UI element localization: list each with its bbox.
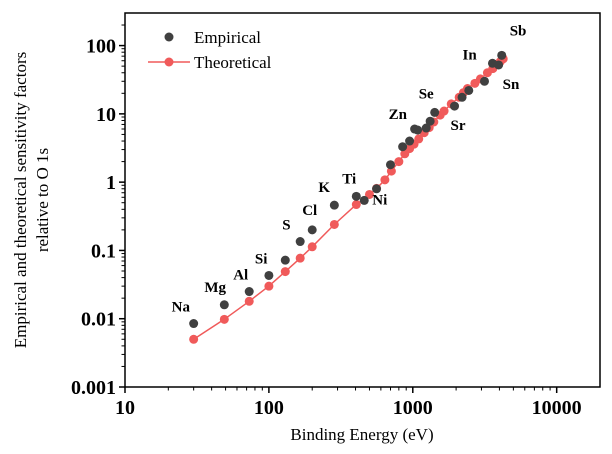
- x-tick-label: 100: [254, 397, 284, 419]
- empirical-point: [372, 184, 382, 194]
- element-label: Cl: [302, 203, 317, 219]
- empirical-point: [405, 136, 415, 146]
- empirical-point: [425, 116, 435, 126]
- y-tick-label: 10: [96, 104, 116, 126]
- empirical-point: [413, 125, 423, 135]
- theoretical-point: [380, 175, 390, 185]
- empirical-point: [359, 195, 369, 205]
- x-tick-label: 10000: [532, 397, 582, 419]
- empirical-point: [497, 50, 507, 60]
- element-label: Al: [233, 268, 248, 284]
- empirical-point: [307, 225, 317, 235]
- empirical-point: [479, 76, 489, 86]
- empirical-point: [421, 123, 431, 133]
- theoretical-point: [189, 334, 199, 344]
- y-tick-label: 0.001: [71, 377, 116, 399]
- theoretical-point: [295, 253, 305, 263]
- empirical-point: [385, 160, 395, 170]
- element-label: Sr: [451, 118, 466, 134]
- theoretical-point: [439, 106, 449, 116]
- element-label: Ti: [342, 171, 356, 187]
- legend: Empirical Theoretical: [148, 28, 272, 72]
- y-tick-label: 0.01: [81, 309, 116, 331]
- element-label: Na: [172, 300, 191, 316]
- empirical-point: [430, 107, 440, 117]
- element-label: Sb: [510, 23, 527, 39]
- empirical-point: [464, 85, 474, 95]
- element-label: In: [462, 47, 477, 63]
- theoretical-point: [351, 200, 361, 210]
- theoretical-point: [329, 219, 339, 229]
- x-tick-label: 10: [115, 397, 135, 419]
- legend-label-theoretical: Theoretical: [194, 53, 272, 72]
- empirical-point: [398, 142, 408, 152]
- empirical-point: [219, 300, 229, 310]
- y-tick-label: 0.1: [91, 240, 116, 262]
- theoretical-point: [244, 296, 254, 306]
- empirical-point: [457, 92, 467, 102]
- theoretical-point: [280, 267, 290, 277]
- theoretical-point: [364, 189, 374, 199]
- legend-marker-empirical: [164, 32, 174, 42]
- x-tick-label: 1000: [393, 397, 433, 419]
- legend-marker-theoretical: [164, 57, 174, 67]
- empirical-point: [280, 255, 290, 265]
- element-label: Ni: [372, 192, 387, 208]
- y-axis-title-line-2: relative to O 1s: [33, 148, 52, 252]
- plot-frame: [124, 12, 601, 388]
- empirical-point: [189, 319, 199, 329]
- y-tick-label: 1: [106, 172, 116, 194]
- y-axis-title-line-1: Empirical and theoretical sensitivity fa…: [11, 52, 30, 348]
- empirical-point: [351, 191, 361, 201]
- ticks-layer: 10 100 1000 10000 0.001 0.01 0.1 1 10 100: [71, 24, 582, 419]
- element-label: Mg: [204, 280, 226, 296]
- empirical-point: [494, 60, 504, 70]
- legend-label-empirical: Empirical: [194, 28, 261, 47]
- empirical-point: [329, 200, 339, 210]
- annotations-layer: Na Mg Al Si S ClK Ti Ni Zn Se Sr In Sb Sn: [172, 23, 527, 315]
- element-label: Se: [419, 86, 434, 102]
- empirical-point: [264, 270, 274, 280]
- element-label: Zn: [389, 107, 408, 123]
- theoretical-point: [307, 242, 317, 252]
- series-layer: [189, 50, 508, 344]
- empirical-point: [295, 237, 305, 247]
- x-axis-title: Binding Energy (eV): [290, 425, 433, 444]
- empirical-point: [244, 287, 254, 297]
- theoretical-point: [394, 157, 404, 167]
- element-label: S: [282, 218, 290, 234]
- y-tick-label: 100: [86, 36, 116, 58]
- element-label: Si: [255, 251, 268, 267]
- theoretical-point: [219, 314, 229, 324]
- element-label: Sn: [503, 77, 520, 93]
- theoretical-point: [414, 134, 424, 144]
- empirical-point: [450, 101, 460, 111]
- element-label: K: [318, 180, 330, 196]
- theoretical-point: [264, 281, 274, 291]
